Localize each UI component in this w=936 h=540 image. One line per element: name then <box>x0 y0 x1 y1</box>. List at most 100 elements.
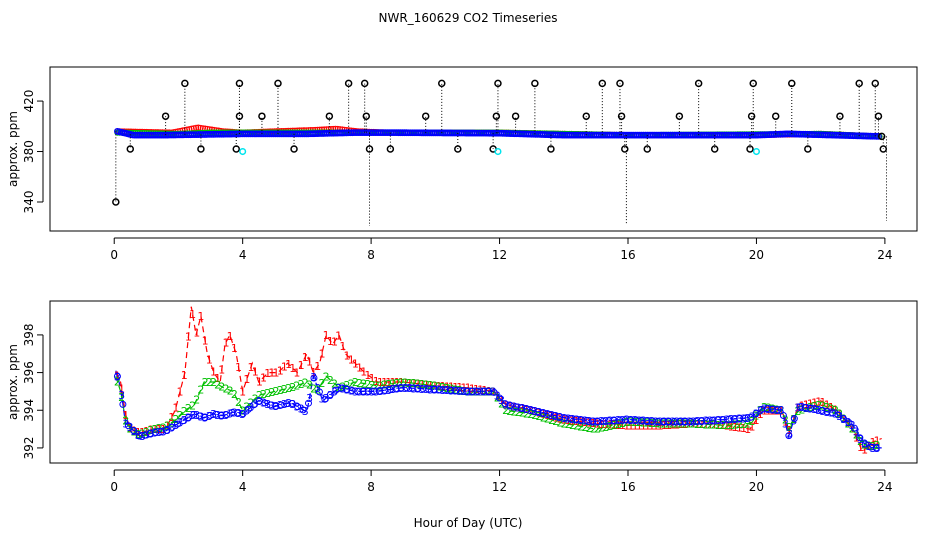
series-1-marker: 1 <box>844 417 851 430</box>
outlier-point <box>197 145 205 153</box>
series-2-marker: 2 <box>293 380 300 393</box>
series-2-marker: 2 <box>824 401 831 414</box>
outlier-point <box>746 145 754 153</box>
series-3-marker: 3 <box>385 384 392 397</box>
series-1-marker: 1 <box>189 308 196 321</box>
outlier-point <box>362 112 371 120</box>
series-2-marker: 2 <box>235 396 242 409</box>
series-1-marker: 1 <box>419 378 426 391</box>
series-1-marker: 1 <box>485 385 492 398</box>
series-2-marker: 2 <box>181 405 188 418</box>
outlier-point <box>325 112 334 120</box>
series-2-marker: 2 <box>527 408 534 421</box>
series-1-marker: 1 <box>172 402 179 415</box>
series-3-marker: 3 <box>414 383 421 396</box>
series-2-marker: 2 <box>849 422 856 435</box>
series-3-marker: 3 <box>452 385 459 398</box>
series-2-marker: 2 <box>381 379 388 392</box>
series-1-marker: 1 <box>243 373 250 386</box>
series-1-marker: 1 <box>239 385 246 398</box>
series-3-marker: 3 <box>840 413 847 426</box>
series-2-marker: 2 <box>682 417 689 430</box>
series-1-marker: 1 <box>786 424 793 437</box>
series-2-marker: 2 <box>285 382 292 395</box>
series-1-marker: 1 <box>857 441 864 454</box>
series-3-circle <box>179 417 187 425</box>
series-1-marker: 1 <box>306 355 313 368</box>
series-3-marker: 3 <box>289 398 296 411</box>
series-2-marker: 2 <box>627 416 634 429</box>
series-1-marker: 1 <box>519 402 526 415</box>
series-2-marker: 2 <box>369 379 376 392</box>
series-3-marker: 3 <box>469 385 476 398</box>
series-3-circle <box>621 416 629 424</box>
outlier-point <box>871 79 880 88</box>
series-3-marker: 3 <box>598 415 605 428</box>
series-3-marker: 3 <box>615 414 622 427</box>
outlier-point <box>258 112 266 120</box>
series-3-circle <box>839 415 847 423</box>
series-3-marker: 3 <box>828 407 835 420</box>
series-1-marker: 1 <box>765 404 772 417</box>
bottom-panel-ylabel: approx. ppm <box>6 344 20 420</box>
series-1-marker: 1 <box>615 419 622 432</box>
series-3-circle <box>425 385 433 393</box>
series-1-marker: 1 <box>323 329 330 342</box>
series-3-circle <box>119 400 127 408</box>
series-3-marker: 3 <box>339 383 346 396</box>
series-1-marker: 1 <box>331 336 338 349</box>
series-2-marker: 2 <box>402 376 409 389</box>
series-2-marker: 2 <box>707 418 714 431</box>
series-3-circle <box>714 416 722 424</box>
series-3-circle <box>414 384 422 392</box>
outlier-point <box>747 112 756 120</box>
series-2-marker: 2 <box>799 403 806 416</box>
series-1-marker: 1 <box>268 367 275 380</box>
series-1-marker: 1 <box>414 378 421 391</box>
series-3-marker: 3 <box>410 382 417 395</box>
series-1-marker: 1 <box>836 408 843 421</box>
series-1-marker: 1 <box>298 359 305 372</box>
series-1-marker: 1 <box>381 376 388 389</box>
top-panel-x-tick-label: 8 <box>367 248 375 262</box>
series-3-marker: 3 <box>314 382 321 395</box>
series-3-circle <box>463 387 471 395</box>
series-2-marker: 2 <box>673 417 680 430</box>
series-3-circle <box>774 406 782 414</box>
series-1-marker: 1 <box>222 336 229 349</box>
series-3-marker: 3 <box>540 407 547 420</box>
series-3-marker: 3 <box>381 384 388 397</box>
outlier-point <box>386 145 395 153</box>
series-2-marker: 2 <box>540 411 547 424</box>
series-3-circle <box>315 388 323 396</box>
series-2-marker: 2 <box>536 410 543 423</box>
series-3-marker: 3 <box>594 415 601 428</box>
series-2-marker: 2 <box>577 420 584 433</box>
series-2-marker: 2 <box>306 379 313 392</box>
series-3-marker: 3 <box>239 408 246 421</box>
series-3-marker: 3 <box>235 407 242 420</box>
series-1-marker: 1 <box>385 376 392 389</box>
series-2-marker: 2 <box>732 419 739 432</box>
series-1-marker: 1 <box>490 385 497 398</box>
series-1-marker: 1 <box>406 377 413 390</box>
series-3-marker: 3 <box>694 415 701 428</box>
outlier-point <box>582 112 591 120</box>
series-2-marker: 2 <box>648 417 655 430</box>
series-2-marker: 2 <box>277 384 284 397</box>
series-2-marker: 2 <box>281 383 288 396</box>
series-1-marker: 1 <box>302 351 309 364</box>
series-1-marker: 1 <box>715 419 722 432</box>
series-1-marker: 1 <box>794 401 801 414</box>
series-2-marker: 2 <box>298 378 305 391</box>
series-2-marker: 2 <box>264 387 271 400</box>
series-3-marker: 3 <box>465 385 472 398</box>
series-1-marker: 1 <box>339 340 346 353</box>
series-3-circle <box>736 415 744 423</box>
series-3-circle <box>474 387 482 395</box>
series-2-marker: 2 <box>222 383 229 396</box>
series-2-marker: 2 <box>853 429 860 442</box>
series-2-marker: 2 <box>189 400 196 413</box>
series-2-marker: 2 <box>118 391 125 404</box>
series-2-marker: 2 <box>865 439 872 452</box>
